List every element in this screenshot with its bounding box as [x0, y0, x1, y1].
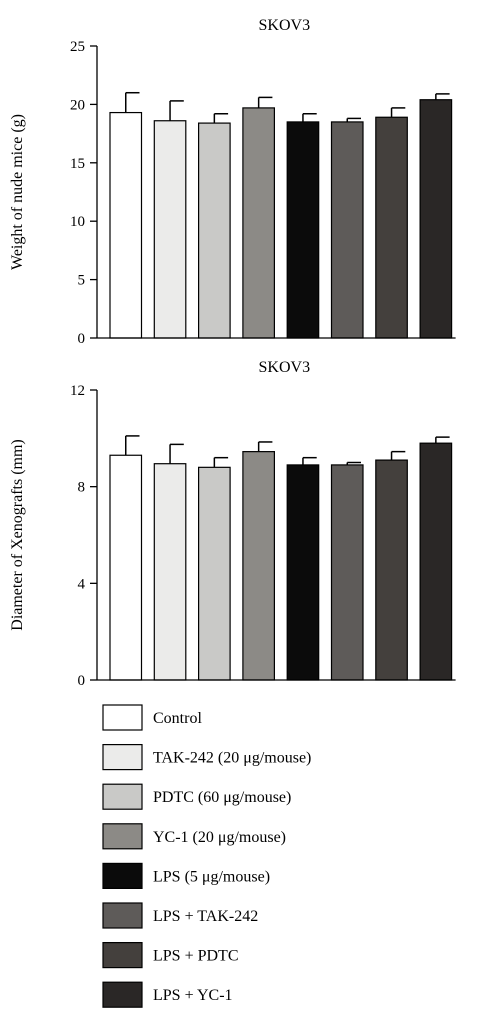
- legend-label-7: LPS + YC-1: [153, 987, 233, 1004]
- y-axis-title: Diameter of Xenografts (mm): [9, 439, 26, 630]
- bar-1: [153, 120, 187, 339]
- y-axis-title: Weight of nude mice (g): [9, 114, 26, 270]
- chart-title: SKOV3: [259, 359, 311, 376]
- y-tick-label-2: 10: [70, 214, 85, 230]
- bar-3: [242, 107, 275, 339]
- y-tick-label-3: 15: [70, 156, 85, 172]
- legend-label-4: LPS (5 μg/mouse): [153, 868, 270, 885]
- weight-chart: SKOV3 Weight of nude mice (g) 0 5 10 15 20 25: [9, 17, 456, 347]
- bar-6: [375, 459, 408, 681]
- legend-swatch-6: [102, 941, 143, 969]
- y-tick-label-1: 5: [78, 273, 86, 289]
- legend-label-1: TAK-242 (20 μg/mouse): [153, 750, 311, 767]
- bar-7: [419, 442, 453, 681]
- bar-4: [286, 464, 320, 681]
- y-tick-label-0: 0: [78, 331, 86, 347]
- bar-5: [330, 121, 364, 339]
- legend-swatch-7: [102, 981, 143, 1008]
- bar-0: [109, 454, 143, 681]
- bar-2: [198, 466, 231, 681]
- diameter-chart: SKOV3 Diameter of Xenografts (mm) 0 4 8 12: [9, 359, 456, 689]
- legend-label-2: PDTC (60 μg/mouse): [153, 789, 291, 806]
- legend-label-0: Control: [153, 710, 202, 727]
- legend-swatch-4: [102, 862, 143, 890]
- legend-swatch-0: [102, 704, 143, 731]
- y-tick-label-0: 0: [78, 673, 86, 689]
- bar-4: [286, 121, 320, 339]
- y-tick-label-1: 4: [78, 576, 86, 592]
- legend-swatch-2: [102, 783, 143, 810]
- bar-7: [419, 99, 453, 339]
- legend-label-6: LPS + PDTC: [153, 948, 239, 965]
- chart-title: SKOV3: [259, 17, 311, 34]
- y-tick-label-2: 8: [78, 480, 86, 496]
- bar-0: [109, 111, 143, 339]
- y-tick-label-3: 12: [70, 383, 85, 399]
- bar-3: [242, 451, 275, 681]
- bar-2: [198, 122, 231, 339]
- legend-label-3: YC-1 (20 μg/mouse): [153, 829, 286, 846]
- y-tick-label-5: 25: [70, 39, 85, 55]
- bar-1: [153, 463, 187, 681]
- legend: Control TAK-242 (20 μg/mouse) PDTC (60 μg/…: [102, 704, 311, 1008]
- bar-6: [375, 116, 408, 339]
- y-tick-label-4: 20: [70, 97, 85, 113]
- legend-label-5: LPS + TAK-242: [153, 908, 258, 925]
- bar-5: [330, 464, 364, 681]
- legend-swatch-1: [102, 743, 143, 771]
- legend-swatch-3: [102, 823, 143, 850]
- legend-swatch-5: [102, 902, 143, 929]
